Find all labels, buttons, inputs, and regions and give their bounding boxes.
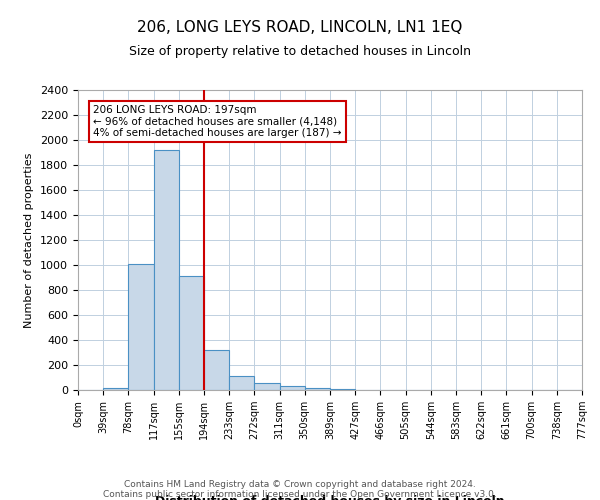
Bar: [254, 383, 280, 390]
Bar: [103, 388, 128, 390]
Bar: [204, 350, 229, 390]
Bar: [330, 389, 355, 390]
Bar: [280, 386, 305, 390]
Bar: [154, 150, 179, 390]
Text: Size of property relative to detached houses in Lincoln: Size of property relative to detached ho…: [129, 45, 471, 58]
Y-axis label: Number of detached properties: Number of detached properties: [25, 152, 34, 328]
X-axis label: Distribution of detached houses by size in Lincoln: Distribution of detached houses by size …: [155, 495, 505, 500]
Bar: [305, 388, 330, 390]
Bar: [128, 264, 154, 390]
Text: Contains HM Land Registry data © Crown copyright and database right 2024.
Contai: Contains HM Land Registry data © Crown c…: [103, 480, 497, 500]
Text: 206 LONG LEYS ROAD: 197sqm
← 96% of detached houses are smaller (4,148)
4% of se: 206 LONG LEYS ROAD: 197sqm ← 96% of deta…: [93, 105, 341, 138]
Bar: [179, 276, 204, 390]
Text: 206, LONG LEYS ROAD, LINCOLN, LN1 1EQ: 206, LONG LEYS ROAD, LINCOLN, LN1 1EQ: [137, 20, 463, 35]
Bar: [229, 376, 254, 390]
